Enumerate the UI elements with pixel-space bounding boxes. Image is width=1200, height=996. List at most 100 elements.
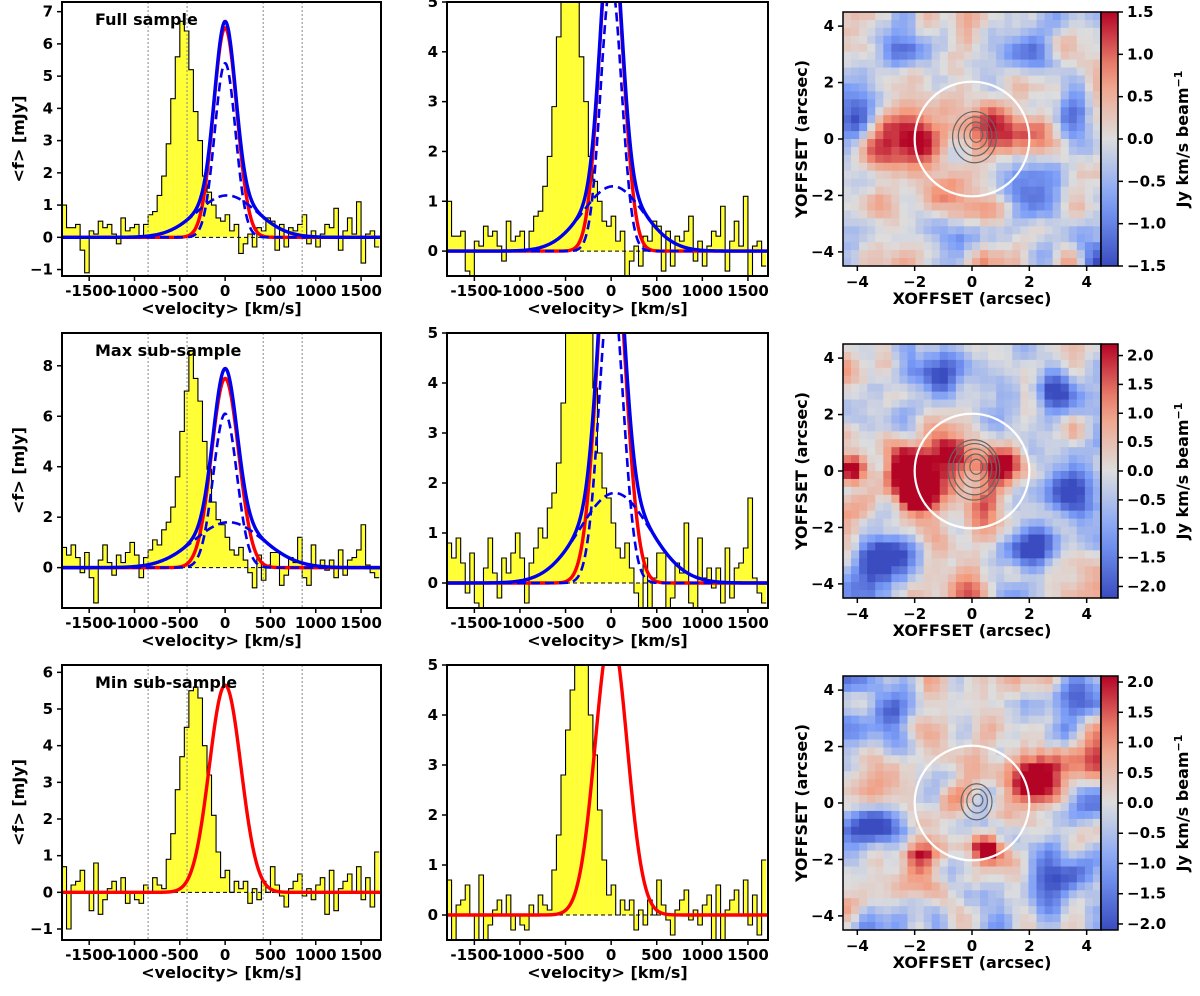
heatmap-cell: [851, 550, 860, 559]
heatmap-cell: [972, 502, 981, 512]
heatmap-cell: [996, 683, 1005, 693]
heatmap-cell: [988, 574, 997, 583]
heatmap-cell: [1084, 218, 1094, 227]
heatmap-cell: [972, 486, 981, 496]
heatmap-cell: [1012, 139, 1021, 148]
heatmap-cell: [955, 210, 965, 219]
histogram-bar: [338, 549, 343, 568]
heatmap-cell: [980, 534, 989, 544]
heatmap-cell: [1084, 502, 1094, 512]
heatmap-cell: [931, 582, 941, 591]
heatmap-cell: [963, 43, 973, 53]
heatmap-cell: [972, 739, 981, 749]
heatmap-cell: [915, 91, 925, 100]
heatmap-cell: [972, 810, 981, 820]
heatmap-cell: [923, 455, 933, 464]
heatmap-cell: [843, 367, 852, 377]
heatmap-cell: [923, 898, 933, 907]
heatmap-cell: [923, 75, 933, 85]
y-tick-label: 2: [428, 142, 438, 160]
heatmap-cell: [1004, 351, 1013, 361]
histogram-bar: [570, 2, 575, 252]
heatmap-cell: [1028, 51, 1038, 61]
x-tick-label: -1000: [111, 282, 159, 300]
heatmap-cell: [851, 218, 860, 227]
x-tick-label: 1000: [681, 282, 723, 300]
heatmap-cell: [1004, 542, 1013, 551]
heatmap-cell: [1092, 423, 1102, 432]
heatmap-cell: [996, 67, 1005, 77]
heatmap-cell: [1028, 154, 1038, 164]
heatmap-cell: [1084, 131, 1094, 140]
heatmap-cell: [891, 123, 901, 132]
colorbar-tick-label: 0.5: [1127, 764, 1154, 782]
heatmap-cell: [980, 542, 989, 551]
heatmap-cell: [907, 850, 917, 860]
histogram-bar: [84, 552, 90, 568]
heatmap-cell: [1076, 526, 1086, 536]
heatmap-cell: [996, 526, 1005, 536]
heatmap-cell: [923, 566, 933, 575]
heatmap-cell: [996, 210, 1005, 219]
histogram-bar: [661, 553, 666, 583]
heatmap-cell: [1052, 407, 1062, 417]
heatmap-cell: [891, 51, 901, 61]
heatmap-cell: [891, 478, 901, 488]
heatmap-cell: [867, 107, 876, 116]
heatmap-cell: [915, 707, 925, 717]
heatmap-cell: [939, 691, 949, 701]
heatmap-cell: [996, 383, 1005, 393]
heatmap-cell: [891, 250, 901, 259]
heatmap-cell: [988, 779, 997, 788]
heatmap-cell: [955, 866, 965, 876]
heatmap-cell: [923, 590, 933, 599]
heatmap-cell: [851, 795, 860, 804]
heatmap-cells: [843, 344, 1102, 599]
heatmap-cell: [875, 731, 884, 741]
heatmap-cell: [963, 162, 973, 172]
heatmap-cell: [1076, 866, 1086, 876]
heatmap-cell: [891, 574, 901, 583]
histogram-bar: [725, 251, 730, 272]
heatmap-cell: [883, 439, 892, 448]
heatmap-cell: [867, 478, 876, 488]
heatmap-cell: [891, 922, 901, 931]
histogram-bar: [542, 186, 548, 252]
y-tick-label: 8: [43, 357, 53, 375]
heatmap-cell: [1044, 27, 1054, 37]
histogram-bar: [447, 201, 452, 252]
heatmap-cell: [972, 415, 981, 424]
x-tick-label: -1500: [65, 946, 113, 964]
histogram-bar: [216, 852, 221, 893]
histogram-bar: [71, 227, 76, 238]
heatmap-cell: [1076, 890, 1086, 899]
histogram-bar: [752, 578, 758, 583]
heatmap-cell: [851, 518, 860, 528]
heatmap-cell: [1004, 558, 1013, 567]
heatmap-cell: [915, 407, 925, 417]
heatmap-cell: [996, 194, 1005, 204]
histogram-bar: [679, 900, 685, 915]
heatmap-cell: [859, 478, 868, 488]
heatmap-cell: [980, 890, 989, 899]
heatmap-cell: [923, 922, 933, 931]
heatmap-cell: [915, 803, 925, 812]
heatmap-cell: [996, 803, 1005, 812]
heatmap-cell: [851, 210, 860, 219]
heatmap-cell: [1068, 478, 1078, 488]
heatmap-cell: [1060, 890, 1070, 899]
heatmap-cell: [1076, 558, 1086, 567]
heatmap-cell: [1028, 123, 1038, 132]
heatmap-cell: [947, 676, 957, 685]
heatmap-cell: [1084, 367, 1094, 377]
heatmap-cell: [931, 739, 941, 749]
heatmap-cell: [963, 582, 973, 591]
heatmap-cell: [1060, 218, 1070, 227]
heatmap-cell: [1028, 882, 1038, 891]
heatmap-cell: [1044, 526, 1054, 536]
heatmap-cell: [907, 359, 917, 369]
heatmap-cell: [859, 162, 868, 172]
heatmap-cell: [1004, 478, 1013, 488]
heatmap-cell: [1012, 882, 1021, 891]
heatmap-cell: [891, 258, 901, 267]
